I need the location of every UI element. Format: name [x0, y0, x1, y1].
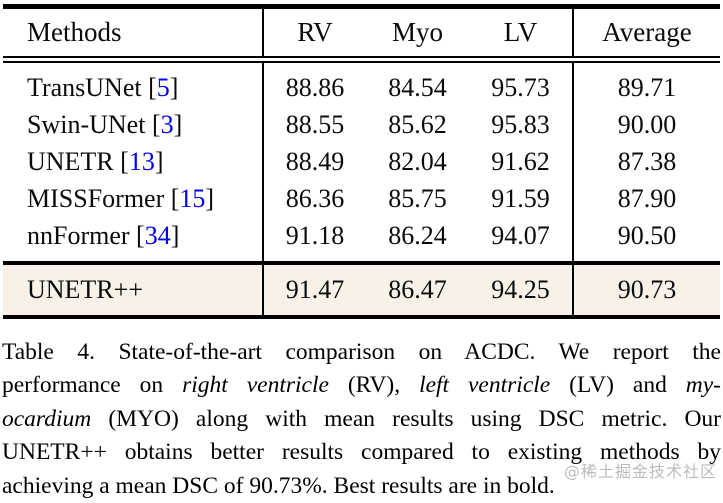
caption-line: Table 4. State-of-the-art comparison on …	[2, 336, 721, 369]
results-table-wrapper: Methods RV Myo LV Average TransUNet [5] …	[3, 4, 720, 319]
table-row: TransUNet [5] 88.86 84.54 95.73 89.71	[3, 59, 720, 107]
header-row: Methods RV Myo LV Average	[3, 6, 720, 63]
table-caption: Table 4. State-of-the-art comparison on …	[2, 336, 721, 503]
method-cell: MISSFormer [15]	[3, 180, 263, 217]
caption-italic-text: my-	[685, 372, 721, 399]
caption-line: UNETR++ obtains better results compared …	[2, 436, 721, 469]
method-name: nnFormer	[27, 220, 130, 250]
method-name: UNETR	[27, 146, 114, 176]
method-cell: TransUNet [5]	[3, 60, 263, 107]
table-row: nnFormer [34] 91.18 86.24 94.07 90.50	[3, 217, 720, 263]
citation-bracket-close: ]	[170, 220, 180, 250]
caption-italic-text: left ventricle	[419, 372, 551, 399]
caption-text: (LV) and	[550, 372, 686, 399]
citation-bracket-open: [	[164, 183, 180, 213]
method-name: MISSFormer	[27, 183, 165, 213]
caption-line: ocardium (MYO) along with mean results u…	[2, 403, 721, 436]
caption-line: performance on right ventricle (RV), lef…	[2, 369, 721, 402]
average-value: 89.71	[572, 59, 720, 106]
myo-value: 85.75	[388, 183, 447, 213]
column-header-average: Average	[572, 6, 720, 63]
lv-value: 95.73	[491, 72, 550, 102]
citation-bracket-close: ]	[169, 72, 179, 102]
rv-value-best: 91.47	[262, 261, 366, 317]
citation-bracket-open: [	[141, 72, 157, 102]
rv-value: 88.55	[262, 106, 366, 143]
method-cell: Swin-UNet [3]	[3, 106, 263, 143]
lv-value: 91.59	[491, 183, 550, 213]
column-header-lv: LV	[469, 6, 573, 63]
citation-bracket-close: ]	[173, 109, 183, 139]
method-cell: nnFormer [34]	[3, 217, 263, 263]
citation-bracket-open: [	[129, 220, 145, 250]
caption-text: Table 4. State-of-the-art comparison on …	[2, 339, 721, 365]
citation-number[interactable]: 3	[160, 109, 174, 139]
citation-number[interactable]: 13	[128, 146, 155, 176]
caption-text: performance on	[2, 372, 183, 399]
myo-value-best: 86.47	[366, 261, 469, 317]
column-header-methods: Methods	[3, 6, 263, 63]
table-row: Swin-UNet [3] 88.55 85.62 95.83 90.00	[3, 106, 720, 143]
caption-text: (RV),	[328, 372, 420, 399]
average-value: 90.50	[572, 217, 720, 263]
citation-bracket-close: ]	[205, 183, 215, 213]
myo-value: 86.24	[388, 220, 447, 250]
myo-value: 84.54	[388, 72, 447, 102]
caption-line: achieving a mean DSC of 90.73%. Best res…	[2, 470, 721, 503]
method-cell: UNETR [13]	[3, 143, 263, 180]
caption-italic-text: ocardium	[2, 405, 92, 432]
citation-number[interactable]: 15	[179, 183, 206, 213]
lv-value: 91.62	[491, 146, 550, 176]
results-table: Methods RV Myo LV Average TransUNet [5] …	[3, 4, 720, 319]
average-value: 87.38	[572, 143, 720, 180]
citation-bracket-open: [	[145, 109, 161, 139]
rv-value: 91.18	[262, 217, 366, 263]
caption-text: achieving a mean DSC of 90.73%. Best res…	[2, 472, 555, 499]
column-header-myo: Myo	[366, 6, 469, 63]
method-name: TransUNet	[27, 72, 142, 102]
myo-value: 85.62	[388, 109, 447, 139]
table-row: UNETR [13] 88.49 82.04 91.62 87.38	[3, 143, 720, 180]
method-cell: UNETR++	[3, 261, 263, 317]
myo-value: 82.04	[388, 146, 447, 176]
lv-value: 94.25	[469, 261, 573, 317]
table-row: MISSFormer [15] 86.36 85.75 91.59 87.90	[3, 180, 720, 217]
caption-text: UNETR++ obtains better results compared …	[2, 439, 721, 466]
citation-number[interactable]: 34	[144, 220, 171, 250]
highlight-row-unetrpp: UNETR++ 91.47 86.47 94.25 90.73	[3, 261, 720, 317]
average-value-best: 90.73	[572, 261, 720, 317]
citation-number[interactable]: 5	[156, 72, 170, 102]
rv-value: 88.49	[262, 143, 366, 180]
rv-value: 86.36	[262, 180, 366, 217]
lv-value-best: 95.83	[491, 109, 550, 139]
average-value: 87.90	[572, 180, 720, 217]
method-name: Swin-UNet	[27, 109, 146, 139]
caption-text: (MYO) along with mean results using DSC …	[91, 405, 721, 432]
caption-italic-text: right ventricle	[182, 372, 329, 399]
citation-bracket-close: ]	[154, 146, 164, 176]
lv-value: 94.07	[491, 220, 550, 250]
citation-bracket-open: [	[113, 146, 129, 176]
column-header-rv: RV	[262, 6, 366, 63]
average-value: 90.00	[572, 106, 720, 143]
rv-value: 88.86	[262, 59, 366, 106]
